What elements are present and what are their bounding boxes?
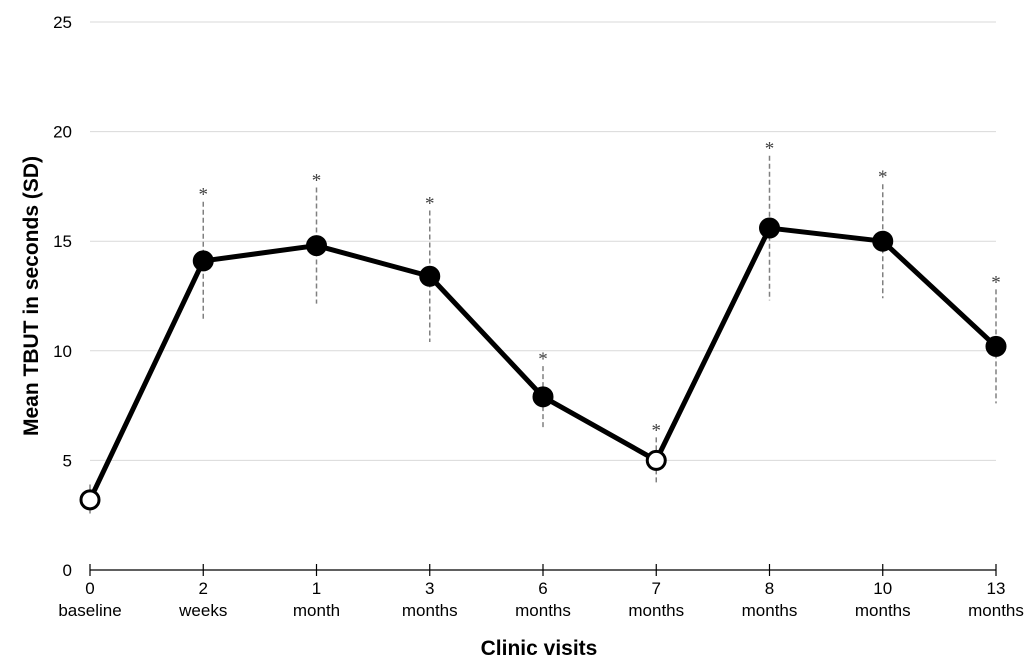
x-tick-label: 6 months	[515, 579, 571, 620]
x-tick-line: 2	[199, 579, 208, 598]
x-tick-line: 10	[873, 579, 892, 598]
x-tick-line: months	[515, 601, 571, 620]
x-tick-line: baseline	[58, 601, 121, 620]
x-axis-title: Clinic visits	[481, 637, 598, 660]
y-tick-label: 5	[63, 451, 72, 470]
significance-label: *	[652, 420, 662, 441]
x-tick-line: months	[742, 601, 798, 620]
x-tick-label: 8 months	[742, 579, 798, 620]
x-tick-label: 13 months	[968, 579, 1024, 620]
data-point	[79, 489, 101, 511]
x-tick-line: months	[628, 601, 684, 620]
significance-label: *	[538, 349, 548, 370]
data-point	[645, 449, 667, 471]
significance-label: *	[991, 272, 1001, 293]
x-tick-label: 2 weeks	[178, 579, 227, 620]
significance-label: *	[312, 170, 322, 191]
data-point	[419, 265, 441, 287]
x-tick-line: 8	[765, 579, 774, 598]
data-point	[985, 335, 1007, 357]
y-tick-label: 15	[53, 232, 72, 251]
x-tick-line: 0	[85, 579, 94, 598]
x-tick-line: months	[855, 601, 911, 620]
x-tick-line: 3	[425, 579, 434, 598]
x-tick-line: months	[402, 601, 458, 620]
x-tick-line: 7	[652, 579, 661, 598]
x-tick-line: 1	[312, 579, 321, 598]
data-point	[759, 217, 780, 239]
x-tick-line: 6	[538, 579, 547, 598]
y-tick-label: 20	[53, 123, 72, 142]
x-tick-label: 3 months	[402, 579, 458, 620]
y-tick-label: 25	[53, 13, 72, 32]
x-tick-label: 1 month	[293, 579, 340, 620]
x-tick-label: 7 months	[628, 579, 684, 620]
y-axis-title: Mean TBUT in seconds (SD)	[20, 156, 43, 436]
x-tick-label: 10 months	[855, 579, 911, 620]
y-tick-label: 0	[63, 561, 72, 580]
data-point	[306, 235, 327, 257]
data-point	[192, 250, 214, 272]
significance-label: *	[199, 185, 209, 206]
x-tick-line: months	[968, 601, 1024, 620]
x-tick-label: 0 baseline	[58, 579, 121, 620]
data-point	[872, 230, 894, 252]
x-tick-line: month	[293, 601, 340, 620]
data-point	[532, 386, 554, 408]
significance-label: *	[425, 194, 435, 215]
significance-label: *	[878, 167, 888, 188]
x-tick-line: 13	[987, 579, 1006, 598]
x-tick-line: weeks	[178, 601, 227, 620]
y-tick-label: 10	[53, 342, 72, 361]
significance-label: *	[765, 139, 775, 160]
